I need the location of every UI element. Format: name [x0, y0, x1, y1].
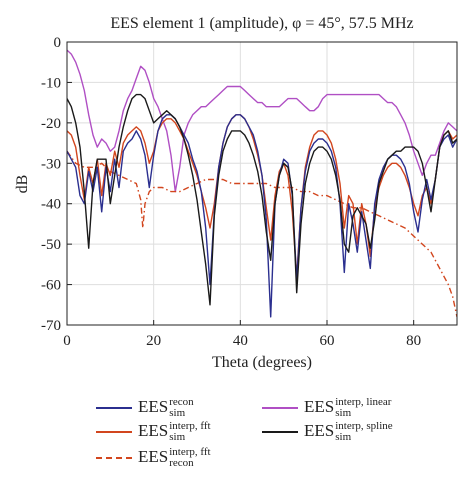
- x-tick-label: 80: [406, 333, 421, 349]
- y-tick-label: -50: [41, 237, 61, 253]
- x-tick-label: 20: [146, 333, 161, 349]
- series-group: [67, 49, 457, 318]
- series-line-interp_linear_sim: [67, 49, 457, 193]
- y-tick-label: -40: [41, 197, 61, 213]
- series-line-recon_sim: [67, 114, 457, 318]
- y-tick-label: -60: [41, 278, 61, 294]
- legend-label: EES interp, linear sim: [304, 396, 392, 420]
- legend-swatch: [262, 407, 298, 409]
- y-tick-label: -10: [41, 75, 61, 91]
- legend-item-interp_fft_recon: EES interp, fft recon: [96, 446, 211, 470]
- y-tick-label: -70: [41, 318, 61, 334]
- ticks: 0 20 40 60 80 0 -10 -20 -30 -40 -50 -60 -70: [41, 35, 421, 349]
- series-line-interp_spline_sim: [67, 93, 457, 306]
- legend: EES recon sim EES interp, fft sim EES interp, f…: [0, 388, 474, 478]
- series-line-interp_fft_recon: [67, 150, 457, 318]
- legend-item-interp_fft_sim: EES interp, fft sim: [96, 420, 211, 444]
- legend-swatch: [96, 431, 132, 433]
- legend-swatch: [262, 431, 298, 433]
- legend-label: EES interp, spline sim: [304, 420, 393, 444]
- x-tick-label: 60: [320, 333, 335, 349]
- y-axis-label: dB: [14, 175, 31, 194]
- legend-swatch: [96, 407, 132, 409]
- y-tick-label: -30: [41, 156, 61, 172]
- legend-item-recon_sim: EES recon sim: [96, 396, 194, 420]
- x-axis-label: Theta (degrees): [212, 354, 312, 371]
- x-tick-label: 0: [63, 333, 71, 349]
- y-tick-label: 0: [54, 35, 62, 51]
- plot-frame: [66, 41, 458, 326]
- legend-label: EES recon sim: [138, 396, 194, 420]
- legend-item-interp_spline_sim: EES interp, spline sim: [262, 420, 393, 444]
- chart: EES element 1 (amplitude), φ = 45°, 57.5…: [14, 15, 458, 371]
- x-tick-label: 40: [233, 333, 248, 349]
- legend-item-interp_linear_sim: EES interp, linear sim: [262, 396, 391, 420]
- legend-label: EES interp, fft recon: [138, 446, 211, 470]
- legend-label: EES interp, fft sim: [138, 420, 211, 444]
- y-tick-label: -20: [41, 116, 61, 132]
- legend-swatch: [96, 457, 132, 459]
- chart-title: EES element 1 (amplitude), φ = 45°, 57.5…: [110, 15, 413, 32]
